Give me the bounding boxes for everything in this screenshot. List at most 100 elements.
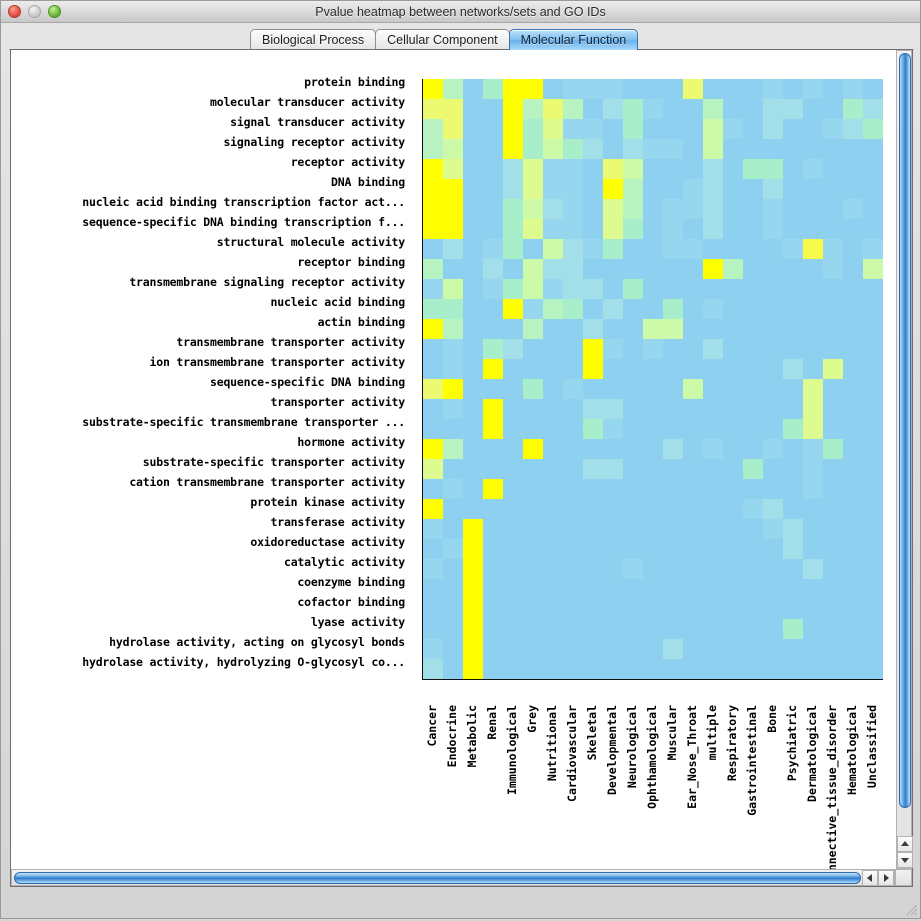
heatmap-cell[interactable] <box>503 539 523 559</box>
heatmap-cell[interactable] <box>743 279 763 299</box>
heatmap-cell[interactable] <box>483 179 503 199</box>
heatmap-cell[interactable] <box>663 479 683 499</box>
heatmap-cell[interactable] <box>583 139 603 159</box>
heatmap-cell[interactable] <box>503 659 523 679</box>
heatmap-cell[interactable] <box>843 379 863 399</box>
heatmap-cell[interactable] <box>483 259 503 279</box>
heatmap-cell[interactable] <box>863 479 883 499</box>
heatmap-cell[interactable] <box>683 279 703 299</box>
heatmap-cell[interactable] <box>483 559 503 579</box>
heatmap-cell[interactable] <box>583 219 603 239</box>
heatmap-cell[interactable] <box>523 79 543 99</box>
heatmap-cell[interactable] <box>543 579 563 599</box>
heatmap-cell[interactable] <box>483 279 503 299</box>
heatmap-cell[interactable] <box>823 519 843 539</box>
heatmap-cell[interactable] <box>763 239 783 259</box>
heatmap-cell[interactable] <box>543 119 563 139</box>
heatmap-cell[interactable] <box>763 399 783 419</box>
heatmap-cell[interactable] <box>763 479 783 499</box>
heatmap-cell[interactable] <box>603 279 623 299</box>
heatmap-cell[interactable] <box>703 99 723 119</box>
heatmap-cell[interactable] <box>463 579 483 599</box>
heatmap-cell[interactable] <box>563 159 583 179</box>
heatmap-cell[interactable] <box>783 499 803 519</box>
heatmap-cell[interactable] <box>643 599 663 619</box>
heatmap-cell[interactable] <box>463 159 483 179</box>
heatmap-cell[interactable] <box>583 119 603 139</box>
heatmap-cell[interactable] <box>743 79 763 99</box>
heatmap-cell[interactable] <box>503 499 523 519</box>
heatmap-cell[interactable] <box>743 579 763 599</box>
heatmap-cell[interactable] <box>683 659 703 679</box>
heatmap-cell[interactable] <box>523 599 543 619</box>
heatmap-cell[interactable] <box>623 179 643 199</box>
heatmap-cell[interactable] <box>423 339 443 359</box>
heatmap-cell[interactable] <box>803 419 823 439</box>
heatmap-cell[interactable] <box>423 79 443 99</box>
heatmap-cell[interactable] <box>703 599 723 619</box>
heatmap-cell[interactable] <box>843 299 863 319</box>
heatmap-cell[interactable] <box>863 499 883 519</box>
heatmap-cell[interactable] <box>863 579 883 599</box>
heatmap-cell[interactable] <box>743 99 763 119</box>
heatmap-cell[interactable] <box>683 499 703 519</box>
heatmap-cell[interactable] <box>743 419 763 439</box>
heatmap-cell[interactable] <box>563 299 583 319</box>
heatmap-cell[interactable] <box>523 439 543 459</box>
heatmap-cell[interactable] <box>663 319 683 339</box>
heatmap-cell[interactable] <box>783 639 803 659</box>
heatmap-cell[interactable] <box>603 299 623 319</box>
heatmap-cell[interactable] <box>783 279 803 299</box>
heatmap-cell[interactable] <box>483 219 503 239</box>
heatmap-cell[interactable] <box>783 179 803 199</box>
tab-biological-process[interactable]: Biological Process <box>250 29 377 50</box>
heatmap-cell[interactable] <box>643 179 663 199</box>
heatmap-cell[interactable] <box>443 439 463 459</box>
heatmap-cell[interactable] <box>423 479 443 499</box>
scroll-up-button[interactable] <box>897 836 913 852</box>
heatmap-cell[interactable] <box>623 559 643 579</box>
heatmap-cell[interactable] <box>863 559 883 579</box>
heatmap-cell[interactable] <box>763 439 783 459</box>
heatmap-cell[interactable] <box>683 239 703 259</box>
vertical-scrollbar-thumb[interactable] <box>899 53 911 808</box>
heatmap-cell[interactable] <box>683 539 703 559</box>
heatmap-cell[interactable] <box>583 479 603 499</box>
heatmap-cell[interactable] <box>523 179 543 199</box>
heatmap-cell[interactable] <box>423 459 443 479</box>
heatmap-cell[interactable] <box>783 399 803 419</box>
heatmap-cell[interactable] <box>763 119 783 139</box>
heatmap-cell[interactable] <box>423 439 443 459</box>
heatmap-cell[interactable] <box>623 619 643 639</box>
heatmap-cell[interactable] <box>523 659 543 679</box>
heatmap-cell[interactable] <box>463 519 483 539</box>
heatmap-cell[interactable] <box>543 559 563 579</box>
heatmap-cell[interactable] <box>743 199 763 219</box>
heatmap-cell[interactable] <box>463 419 483 439</box>
heatmap-cell[interactable] <box>663 539 683 559</box>
heatmap-cell[interactable] <box>803 559 823 579</box>
heatmap-cell[interactable] <box>623 119 643 139</box>
heatmap-cell[interactable] <box>443 379 463 399</box>
heatmap-cell[interactable] <box>583 459 603 479</box>
heatmap-cell[interactable] <box>863 139 883 159</box>
heatmap-cell[interactable] <box>663 439 683 459</box>
heatmap-cell[interactable] <box>523 159 543 179</box>
heatmap-cell[interactable] <box>843 279 863 299</box>
heatmap-cell[interactable] <box>543 539 563 559</box>
heatmap-cell[interactable] <box>623 359 643 379</box>
heatmap-cell[interactable] <box>463 459 483 479</box>
heatmap-cell[interactable] <box>583 159 603 179</box>
heatmap-cell[interactable] <box>683 619 703 639</box>
heatmap-cell[interactable] <box>803 199 823 219</box>
heatmap-cell[interactable] <box>563 519 583 539</box>
heatmap-cell[interactable] <box>863 539 883 559</box>
heatmap-cell[interactable] <box>763 199 783 219</box>
heatmap-cell[interactable] <box>443 279 463 299</box>
heatmap-cell[interactable] <box>463 619 483 639</box>
heatmap-cell[interactable] <box>583 499 603 519</box>
heatmap-cell[interactable] <box>543 319 563 339</box>
heatmap-cell[interactable] <box>463 299 483 319</box>
heatmap-cell[interactable] <box>543 519 563 539</box>
heatmap-cell[interactable] <box>463 539 483 559</box>
